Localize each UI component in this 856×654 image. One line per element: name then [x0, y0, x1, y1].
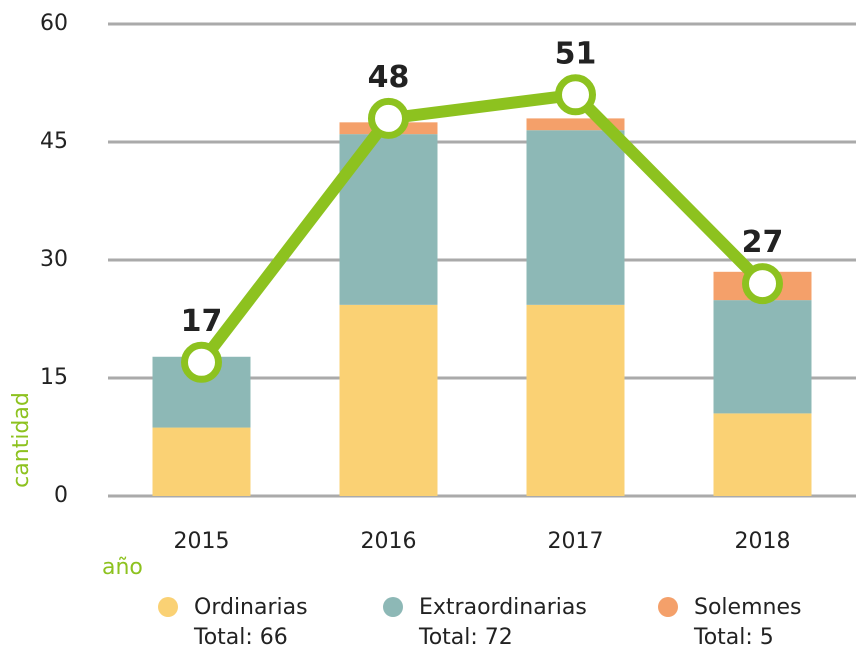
data-label: 27	[742, 225, 784, 260]
x-tick-label: 2018	[735, 529, 791, 554]
bar-segment	[526, 118, 625, 131]
legend-label: Solemnes	[694, 595, 801, 620]
line-marker	[742, 263, 783, 305]
x-tick-label: 2017	[548, 529, 604, 554]
y-tick-label: 0	[54, 483, 68, 508]
x-tick-label: 2015	[174, 529, 230, 554]
legend-total: Total: 66	[193, 625, 288, 650]
line	[196, 88, 767, 366]
legend-total: Total: 72	[418, 625, 513, 650]
y-tick-label: 15	[40, 365, 68, 390]
line-marker	[555, 74, 596, 116]
y-tick-label: 30	[40, 247, 68, 272]
line-marker	[368, 97, 409, 139]
legend-swatch	[383, 597, 403, 617]
data-label: 17	[181, 304, 223, 339]
line-marker	[181, 341, 222, 383]
data-label: 51	[555, 36, 597, 71]
x-axis-label: año	[102, 555, 143, 580]
legend-label: Ordinarias	[194, 595, 308, 620]
bar-segment	[713, 300, 812, 414]
legend-swatch	[658, 597, 678, 617]
bar-segment	[526, 130, 625, 305]
bar-segment	[339, 304, 438, 496]
x-tick-label: 2016	[361, 529, 417, 554]
data-label: 48	[368, 60, 410, 95]
y-tick-label: 60	[40, 11, 68, 36]
y-axis-label: cantidad	[9, 392, 34, 488]
bar-segment	[713, 413, 812, 496]
y-tick-label: 45	[40, 129, 68, 154]
bar-segment	[526, 304, 625, 496]
legend-swatch	[158, 597, 178, 617]
bar-segment	[152, 427, 251, 496]
legend-total: Total: 5	[693, 625, 774, 650]
legend-label: Extraordinarias	[419, 595, 587, 620]
